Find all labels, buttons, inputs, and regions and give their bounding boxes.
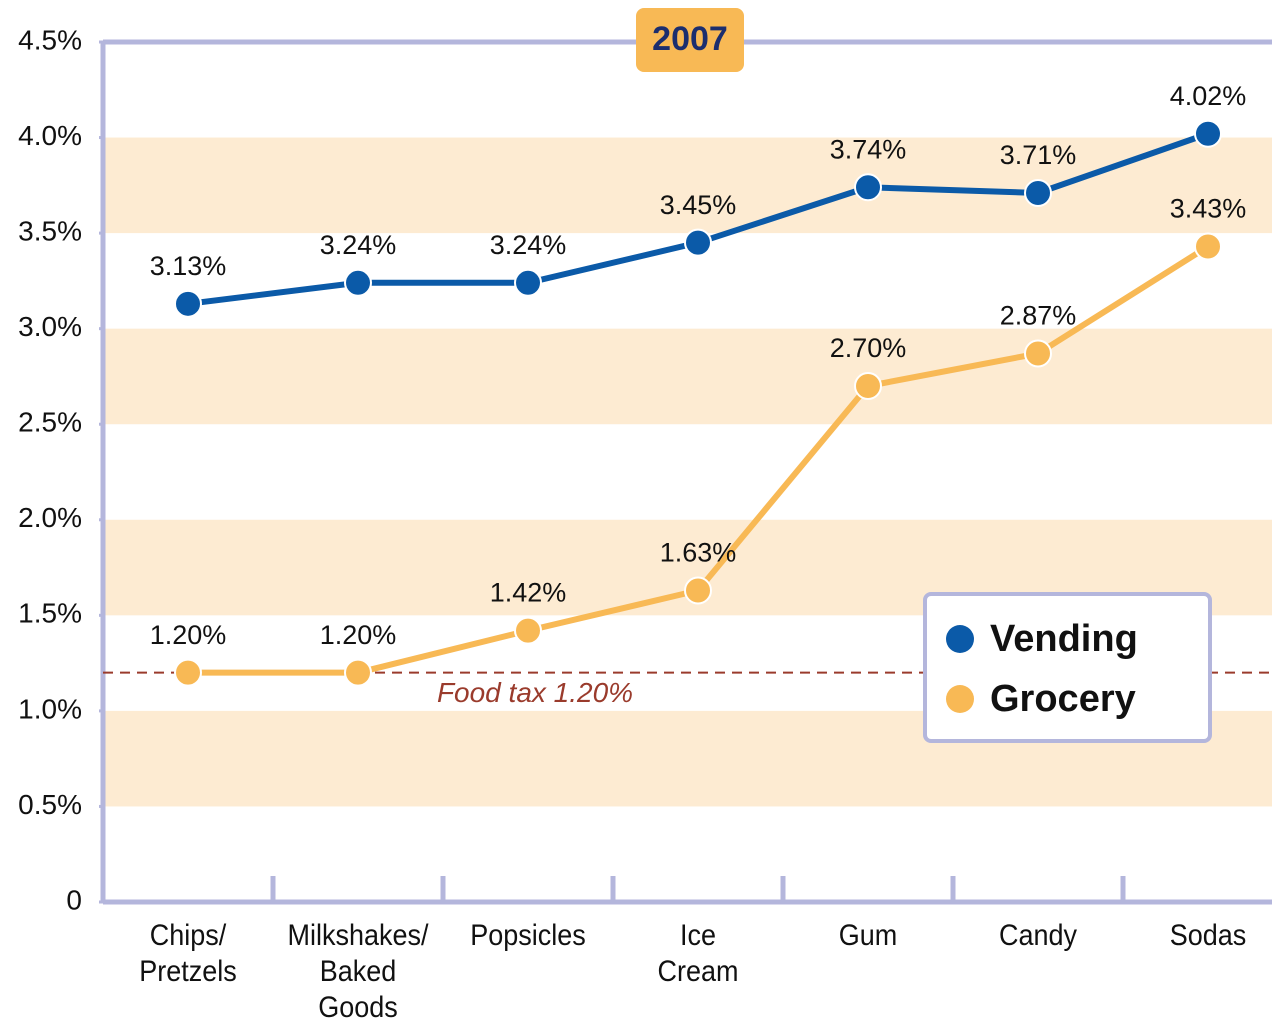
legend-label: Grocery — [990, 678, 1136, 720]
reference-label: Food tax 1.20% — [437, 677, 633, 708]
y-tick-label: 0.5% — [18, 789, 82, 820]
x-tick-label: Sodas — [1169, 919, 1247, 952]
data-label: 2.87% — [1000, 301, 1077, 331]
y-tick-label: 3.0% — [18, 311, 82, 342]
y-tick-label: 3.5% — [18, 216, 82, 247]
band — [103, 137, 1272, 234]
data-point — [854, 173, 882, 202]
title-box — [636, 8, 744, 72]
y-tick-label: 2.5% — [18, 407, 82, 438]
x-tick-label: Ice Cream — [657, 919, 739, 988]
data-point — [1024, 178, 1052, 207]
data-point — [1194, 232, 1222, 261]
band — [103, 328, 1272, 425]
data-point — [684, 228, 712, 257]
y-tick-label: 2.0% — [18, 502, 82, 533]
x-tick-label: Candy — [998, 919, 1078, 952]
y-tick-label: 4.5% — [18, 24, 82, 55]
data-label: 3.43% — [1170, 194, 1247, 224]
data-point — [174, 658, 202, 687]
data-point — [344, 658, 372, 687]
data-point — [514, 616, 542, 645]
y-tick-label: 0 — [66, 884, 82, 915]
x-tick-label: Gum — [838, 919, 898, 952]
legend-label: Vending — [990, 618, 1138, 660]
data-label: 2.70% — [830, 333, 907, 363]
data-point — [1024, 339, 1052, 368]
data-label: 3.13% — [150, 251, 227, 281]
data-label: 3.24% — [320, 230, 397, 260]
x-tick-label: Chips/ Pretzels — [139, 919, 237, 988]
legend-box — [923, 592, 1212, 743]
data-label: 3.71% — [1000, 140, 1077, 170]
legend-marker — [946, 625, 974, 653]
data-label: 4.02% — [1170, 81, 1247, 111]
data-label: 1.20% — [320, 620, 397, 650]
x-tick-label: Milkshakes/ Baked Goods — [287, 919, 429, 1022]
data-point — [854, 372, 882, 400]
data-label: 1.20% — [150, 620, 227, 650]
data-point — [174, 289, 202, 318]
data-label: 1.42% — [490, 578, 567, 608]
data-label: 3.45% — [660, 190, 737, 220]
data-label: 1.63% — [660, 538, 737, 568]
data-point — [684, 576, 712, 605]
chart-title: 2007 — [652, 20, 728, 58]
data-point — [344, 268, 372, 297]
y-tick-label: 1.5% — [18, 598, 82, 629]
y-tick-label: 4.0% — [18, 120, 82, 151]
data-point — [1194, 119, 1222, 148]
x-tick-label: Popsicles — [470, 919, 586, 952]
y-tick-label: 1.0% — [18, 693, 82, 724]
data-label: 3.24% — [490, 230, 567, 260]
data-point — [514, 268, 542, 297]
legend-marker — [946, 685, 974, 713]
data-label: 3.74% — [830, 134, 907, 164]
